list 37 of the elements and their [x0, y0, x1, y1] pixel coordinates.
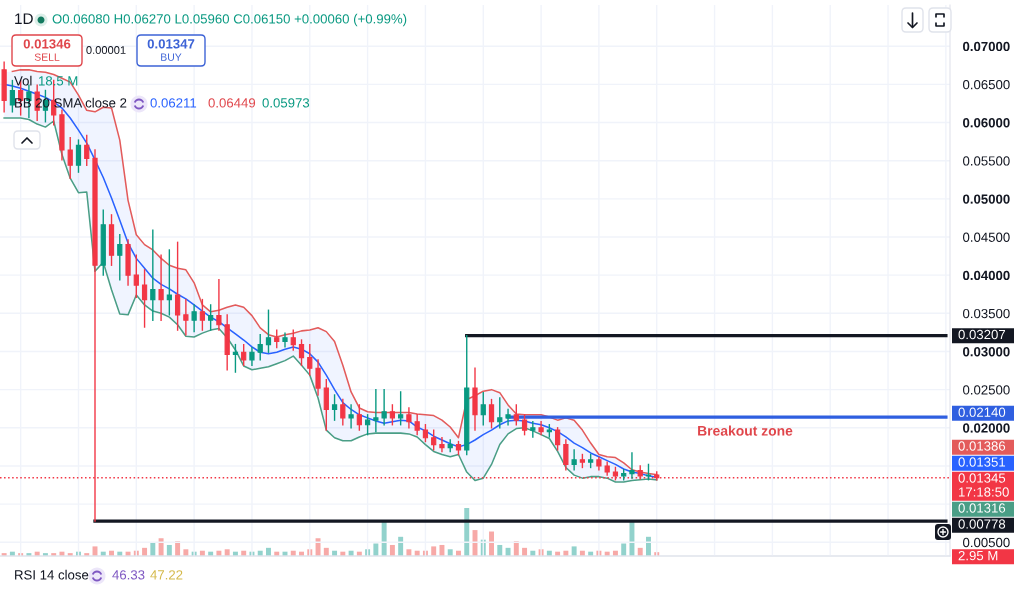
annotation: 0.06211 [150, 98, 197, 108]
annotation: Vol [14, 75, 32, 86]
text: 0.02140 [958, 407, 1006, 417]
text: 2.95 M [958, 550, 998, 561]
annotation: 0.01346 [23, 39, 71, 49]
annotation: 0.00001 [86, 46, 126, 54]
y-tick-label: 0.00500 [963, 537, 1010, 548]
annotation: 0.06449 [208, 98, 256, 108]
ref-line-label: 0.01345 [958, 473, 1006, 483]
y-tick-label: 0.05000 [963, 194, 1010, 204]
y-tick-label: 0.02000 [963, 423, 1010, 433]
text: 0.03207 [958, 329, 1006, 340]
text: 17:18:50 [959, 487, 1009, 497]
y-tick-label: 0.05500 [963, 156, 1010, 166]
annotation: 0.01347 [147, 39, 195, 49]
y-tick-label: 0.03500 [963, 308, 1010, 319]
y-tick-label: 0.04500 [963, 232, 1010, 242]
text: 0.01386 [958, 441, 1006, 451]
text: 0.01316 [958, 503, 1006, 513]
annotation: Breakout zone [698, 425, 793, 436]
y-tick-label: 0.04000 [963, 270, 1010, 281]
y-tick-label: 0.06000 [963, 118, 1010, 128]
text: 46.33 [112, 570, 145, 580]
text: 47.22 [150, 570, 183, 580]
annotation: 0.05973 [262, 98, 310, 108]
y-tick-label: 0.07000 [963, 41, 1010, 52]
text: 0.01351 [958, 457, 1006, 467]
text: 0.00778 [958, 519, 1006, 529]
chart-title: 1D [15, 13, 33, 24]
y-tick-label: 0.06500 [963, 79, 1010, 90]
annotation: SELL [34, 53, 60, 61]
text: RSI 14 close [15, 569, 89, 580]
annotation: BUY [161, 53, 182, 61]
annotation: 18.5 M [39, 76, 78, 86]
y-tick-label: 0.03000 [963, 347, 1010, 357]
annotation: O0.06080 H0.06270 L0.05960 C0.06150 +0.00060 (+0.99%) [52, 13, 407, 27]
y-tick-label: 0.02500 [963, 385, 1010, 395]
